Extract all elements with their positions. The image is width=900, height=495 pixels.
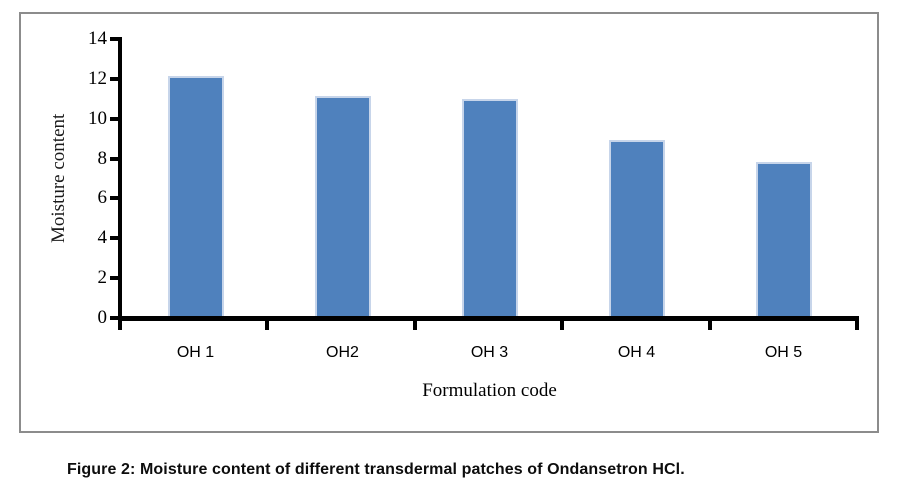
y-tick-label: 14 — [88, 28, 107, 49]
figure-caption: Figure 2: Moisture content of different … — [67, 461, 685, 478]
bar-oh1 — [167, 76, 224, 316]
x-category-label: OH 1 — [176, 344, 215, 361]
y-tick-mark — [110, 116, 118, 121]
y-tick-label: 6 — [97, 187, 108, 209]
bar-oh4 — [608, 140, 665, 316]
x-category-label: OH 5 — [764, 344, 803, 361]
x-axis-category-labels: OH 1 OH2 OH 3 OH 4 OH 5 — [122, 344, 857, 366]
y-tick-mark — [110, 315, 118, 320]
bar-oh3 — [461, 99, 518, 316]
bar-slot — [710, 36, 857, 316]
x-axis-title: Formulation code — [422, 380, 557, 401]
y-axis-tick-labels: 14 12 10 8 6 4 2 0 — [41, 28, 107, 329]
y-tick-label: 12 — [88, 67, 107, 89]
x-category-label: OH2 — [326, 344, 359, 361]
y-tick-label: 10 — [88, 107, 107, 129]
plot-area — [122, 36, 857, 316]
bar-slot — [122, 36, 269, 316]
y-tick-mark — [110, 156, 118, 161]
y-tick-label: 4 — [97, 227, 108, 249]
x-tick-mark — [265, 321, 270, 330]
bar-oh2 — [314, 96, 371, 316]
chart-frame: Moisture content 14 12 10 8 6 4 2 0 — [19, 12, 879, 433]
bar-slot — [416, 36, 563, 316]
bar-slot — [269, 36, 416, 316]
y-axis-tick-marks — [110, 37, 118, 320]
y-tick-mark — [110, 276, 118, 281]
bar-slot — [563, 36, 710, 316]
y-axis-line — [118, 37, 122, 321]
y-tick-mark — [110, 37, 118, 41]
x-tick-mark — [118, 321, 122, 330]
y-tick-mark — [110, 236, 118, 241]
y-tick-label: 0 — [97, 306, 108, 328]
x-tick-mark — [560, 321, 565, 330]
bar-oh5 — [755, 162, 812, 316]
x-tick-mark — [854, 321, 859, 330]
y-tick-label: 2 — [97, 267, 108, 289]
y-tick-label: 8 — [97, 147, 108, 169]
x-tick-mark — [707, 321, 712, 330]
x-category-label: OH 4 — [617, 344, 656, 361]
y-tick-mark — [110, 196, 118, 201]
y-tick-mark — [110, 76, 118, 81]
x-axis-tick-marks — [118, 321, 859, 330]
x-tick-mark — [412, 321, 417, 330]
x-category-label: OH 3 — [470, 344, 509, 361]
x-axis-line — [118, 316, 859, 321]
